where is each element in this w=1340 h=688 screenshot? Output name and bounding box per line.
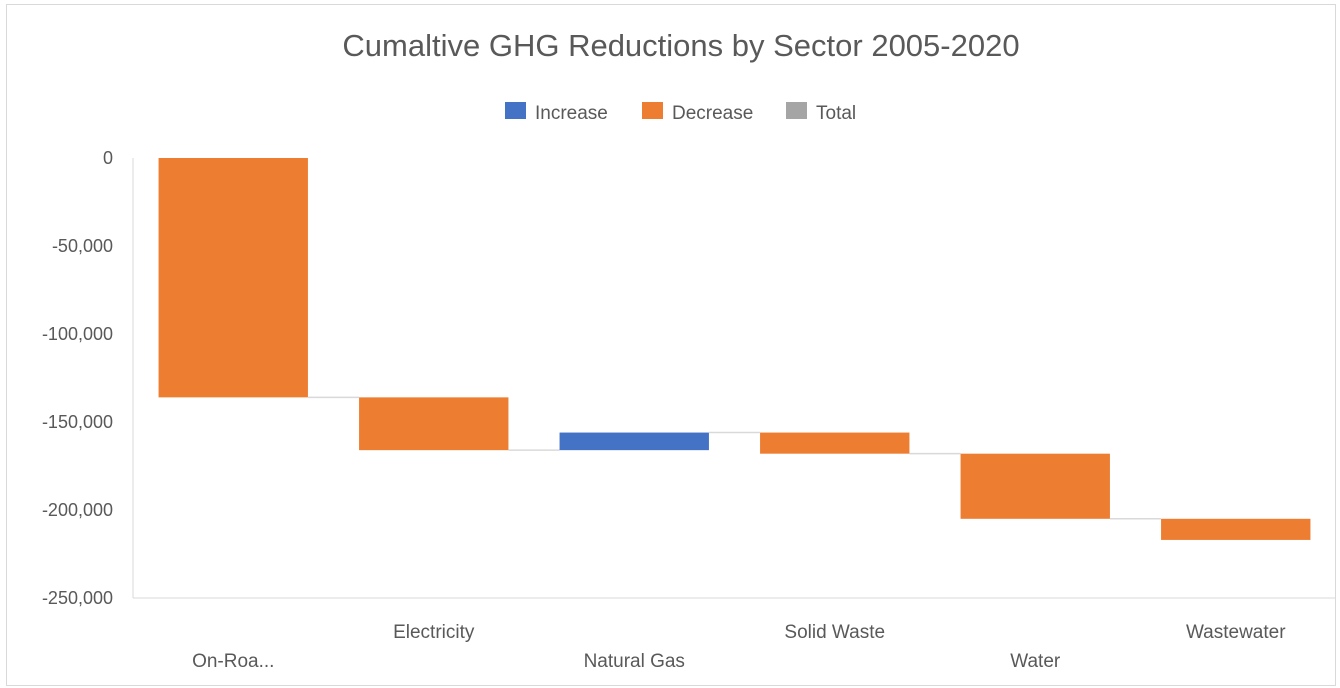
y-tick-label: -100,000	[42, 324, 113, 344]
bar-2	[559, 432, 709, 451]
bar-0	[158, 158, 308, 398]
legend-item-decrease: Decrease	[642, 102, 753, 124]
legend-label-increase: Increase	[535, 103, 608, 124]
legend-item-increase: Increase	[505, 102, 608, 124]
y-tick-label: 0	[103, 148, 113, 168]
bar-4	[960, 453, 1110, 519]
legend-swatch-decrease	[642, 102, 663, 119]
x-category-label: On-Roa...	[192, 651, 274, 672]
chart-title: Cumaltive GHG Reductions by Sector 2005-…	[342, 28, 1019, 63]
legend: Increase Decrease Total	[505, 102, 856, 124]
y-tick-label: -50,000	[52, 236, 113, 256]
y-tick-label: -150,000	[42, 412, 113, 432]
legend-swatch-increase	[505, 102, 526, 119]
x-category-label: Electricity	[393, 622, 475, 643]
y-tick-label: -250,000	[42, 588, 113, 608]
legend-item-total: Total	[786, 102, 856, 124]
x-category-label: Natural Gas	[584, 651, 685, 672]
y-tick-label: -200,000	[42, 500, 113, 520]
x-category-label: Water	[1010, 651, 1061, 672]
legend-swatch-total	[786, 102, 807, 119]
bar-3	[760, 432, 910, 454]
bar-5	[1161, 518, 1311, 540]
x-category-label: Solid Waste	[784, 622, 885, 643]
plot-area: 0 -50,000 -100,000 -150,000 -200,000 -250,000…	[42, 148, 1336, 672]
legend-label-total: Total	[816, 103, 856, 124]
legend-label-decrease: Decrease	[672, 103, 753, 124]
x-category-label: Wastewater	[1186, 622, 1286, 643]
bar-1	[359, 397, 509, 451]
